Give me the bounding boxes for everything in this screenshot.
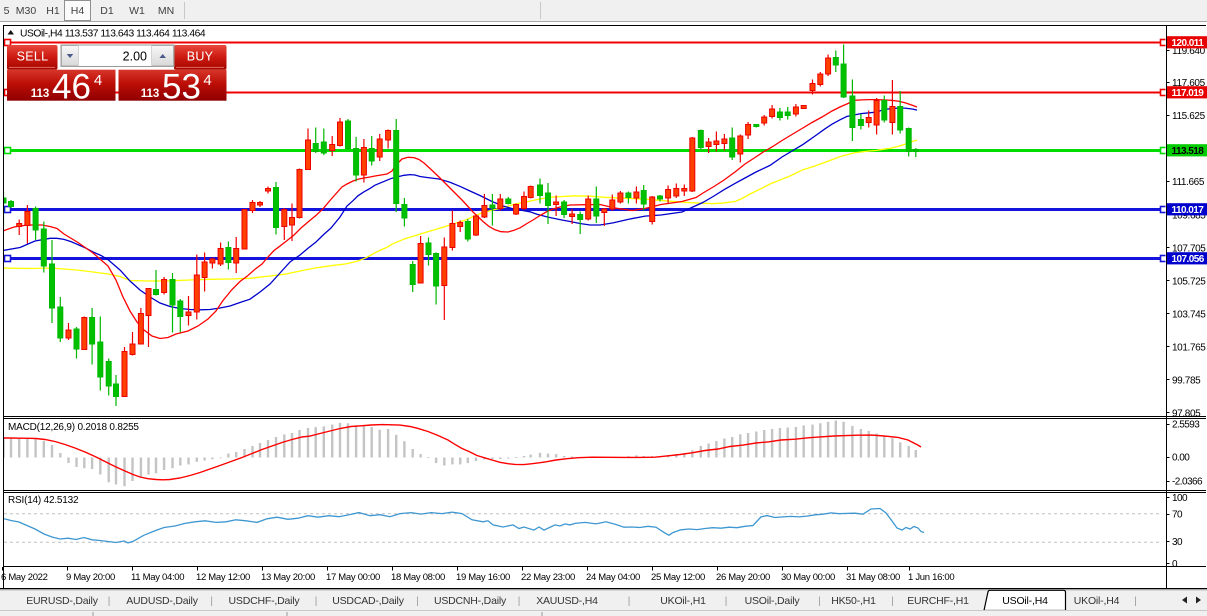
svg-text:|: | — [416, 596, 419, 607]
svg-text:107.705: 107.705 — [1172, 243, 1206, 254]
svg-text:AUDUSD-,Daily: AUDUSD-,Daily — [126, 595, 198, 607]
svg-text:12 May 12:00: 12 May 12:00 — [196, 572, 250, 583]
svg-text:EURUSD-,Daily: EURUSD-,Daily — [26, 595, 98, 607]
svg-text:26 May 20:00: 26 May 20:00 — [716, 572, 770, 583]
svg-text:|: | — [628, 596, 631, 607]
svg-text:EURCHF-,H1: EURCHF-,H1 — [907, 595, 969, 607]
svg-text:4: 4 — [94, 72, 102, 89]
svg-text:5: 5 — [4, 5, 10, 17]
svg-text:115.625: 115.625 — [1172, 111, 1206, 122]
svg-text:53: 53 — [162, 68, 201, 107]
svg-text:USOil-,H4: USOil-,H4 — [1002, 595, 1048, 607]
svg-text:13 May 20:00: 13 May 20:00 — [261, 572, 315, 583]
svg-text:17 May 00:00: 17 May 00:00 — [326, 572, 380, 583]
svg-text:110.017: 110.017 — [1172, 205, 1205, 216]
svg-text:117.605: 117.605 — [1172, 78, 1206, 89]
svg-text:101.765: 101.765 — [1172, 342, 1206, 353]
svg-text:109.685: 109.685 — [1172, 210, 1206, 221]
svg-text:107.056: 107.056 — [1172, 254, 1205, 265]
svg-text:46: 46 — [52, 68, 91, 107]
svg-text:UKOil-,H4: UKOil-,H4 — [1074, 595, 1120, 607]
svg-text:19 May 16:00: 19 May 16:00 — [456, 572, 510, 583]
svg-text:USDCNH-,Daily: USDCNH-,Daily — [434, 595, 507, 607]
svg-text:0.00: 0.00 — [1172, 453, 1190, 464]
svg-text:|: | — [210, 596, 213, 607]
svg-text:USDCHF-,Daily: USDCHF-,Daily — [229, 595, 301, 607]
svg-text:22 May 23:00: 22 May 23:00 — [521, 572, 575, 583]
svg-text:UKOil-,H1: UKOil-,H1 — [660, 595, 706, 607]
svg-text:105.725: 105.725 — [1172, 276, 1206, 287]
svg-text:|: | — [725, 596, 728, 607]
svg-text:111.665: 111.665 — [1172, 177, 1205, 188]
svg-text:USOil-,Daily: USOil-,Daily — [745, 595, 801, 607]
svg-text:M30: M30 — [16, 5, 37, 17]
svg-text:6 May 2022: 6 May 2022 — [1, 572, 48, 583]
svg-text:11 May 04:00: 11 May 04:00 — [131, 572, 184, 583]
svg-text:113: 113 — [31, 88, 50, 100]
svg-text:99.785: 99.785 — [1172, 375, 1201, 386]
svg-text:103.745: 103.745 — [1172, 309, 1206, 320]
svg-text:113: 113 — [141, 88, 160, 100]
svg-text:119.640: 119.640 — [1172, 46, 1206, 57]
svg-text:24 May 04:00: 24 May 04:00 — [586, 572, 640, 583]
svg-text:RSI(14) 42.5132: RSI(14) 42.5132 — [8, 495, 79, 506]
svg-text:113.518: 113.518 — [1172, 146, 1205, 157]
svg-text:117.019: 117.019 — [1172, 88, 1205, 99]
svg-text:USDCAD-,Daily: USDCAD-,Daily — [332, 595, 404, 607]
svg-text:|: | — [518, 596, 521, 607]
svg-text:|: | — [1134, 596, 1137, 607]
svg-text:1 Jun 16:00: 1 Jun 16:00 — [908, 572, 954, 583]
svg-text:25 May 12:00: 25 May 12:00 — [651, 572, 705, 583]
svg-text:4: 4 — [203, 72, 211, 89]
svg-text:HK50-,H1: HK50-,H1 — [831, 595, 876, 607]
svg-text:SELL: SELL — [17, 50, 49, 64]
svg-text:30: 30 — [1172, 537, 1183, 548]
svg-text:MACD(12,26,9) 0.2018 0.8255: MACD(12,26,9) 0.2018 0.8255 — [8, 422, 139, 433]
svg-text:USOil-,H4 113.537 113.643 113: USOil-,H4 113.537 113.643 113.464 113.46… — [20, 29, 206, 40]
svg-text:97.805: 97.805 — [1172, 408, 1201, 419]
svg-text:100: 100 — [1172, 493, 1188, 504]
svg-text:D1: D1 — [100, 5, 114, 17]
svg-text:18 May 08:00: 18 May 08:00 — [391, 572, 445, 583]
svg-text:BUY: BUY — [187, 50, 214, 64]
svg-text:|: | — [891, 596, 894, 607]
svg-text:0: 0 — [1172, 559, 1178, 570]
svg-text:9 May 20:00: 9 May 20:00 — [66, 572, 115, 583]
svg-text:70: 70 — [1172, 510, 1183, 521]
svg-text:MN: MN — [158, 5, 174, 17]
svg-text:-2.0366: -2.0366 — [1172, 477, 1203, 488]
svg-text:H4: H4 — [71, 5, 85, 17]
svg-text:|: | — [818, 596, 821, 607]
svg-text:|: | — [108, 596, 111, 607]
svg-text:120.011: 120.011 — [1172, 38, 1205, 49]
svg-text:2.00: 2.00 — [123, 50, 147, 64]
svg-text:31 May 08:00: 31 May 08:00 — [846, 572, 900, 583]
svg-text:W1: W1 — [129, 5, 145, 17]
svg-text:30 May 00:00: 30 May 00:00 — [781, 572, 835, 583]
svg-text:XAUUSD-,H4: XAUUSD-,H4 — [536, 595, 598, 607]
svg-text:|: | — [315, 596, 318, 607]
svg-text:H1: H1 — [46, 5, 60, 17]
svg-text:2.5593: 2.5593 — [1172, 420, 1200, 431]
